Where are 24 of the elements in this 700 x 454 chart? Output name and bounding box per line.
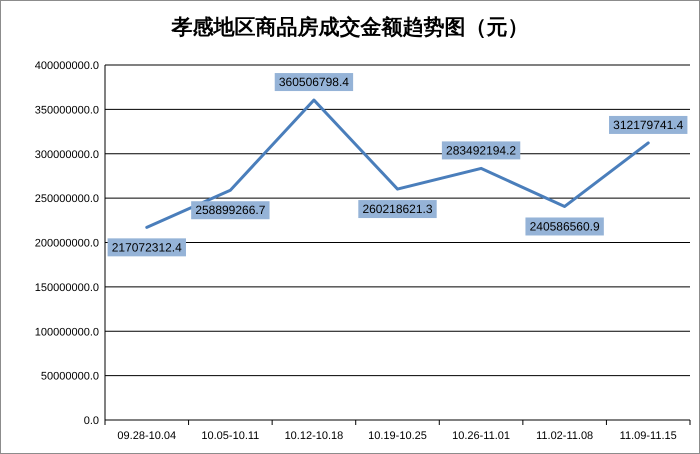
- y-tick-label: 300000000.0: [34, 148, 99, 161]
- x-tick-label: 10.26-11.01: [452, 430, 510, 442]
- y-tick-label: 150000000.0: [34, 282, 99, 294]
- data-label: 360506798.4: [278, 75, 350, 90]
- y-tick-label: 0.0: [84, 415, 99, 427]
- data-label: 260218621.3: [362, 202, 433, 216]
- y-tick-label: 250000000.0: [34, 193, 99, 206]
- data-label: 283492194.2: [446, 143, 516, 158]
- y-tick-label: 100000000.0: [34, 326, 99, 338]
- x-tick-label: 09.28-10.04: [117, 430, 176, 442]
- data-label: 258899266.7: [195, 203, 266, 218]
- y-tick-label: 400000000.0: [34, 60, 99, 72]
- x-tick-label: 11.02-11.08: [536, 430, 594, 442]
- data-label: 217072312.4: [112, 240, 182, 254]
- data-label: 240586560.9: [530, 219, 600, 234]
- y-tick-label: 350000000.0: [34, 104, 99, 116]
- x-tick-label: 10.19-10.25: [368, 430, 427, 442]
- x-tick-label: 10.12-10.18: [284, 430, 344, 442]
- y-tick-label: 200000000.0: [34, 238, 99, 250]
- x-tick-label: 11.09-11.15: [620, 430, 677, 442]
- x-tick-label: 10.05-10.11: [201, 430, 260, 442]
- y-tick-label: 50000000.0: [40, 370, 99, 383]
- data-label: 312179741.4: [613, 118, 684, 132]
- chart-title: 孝感地区商品房成交金额趋势图（元）: [170, 14, 528, 39]
